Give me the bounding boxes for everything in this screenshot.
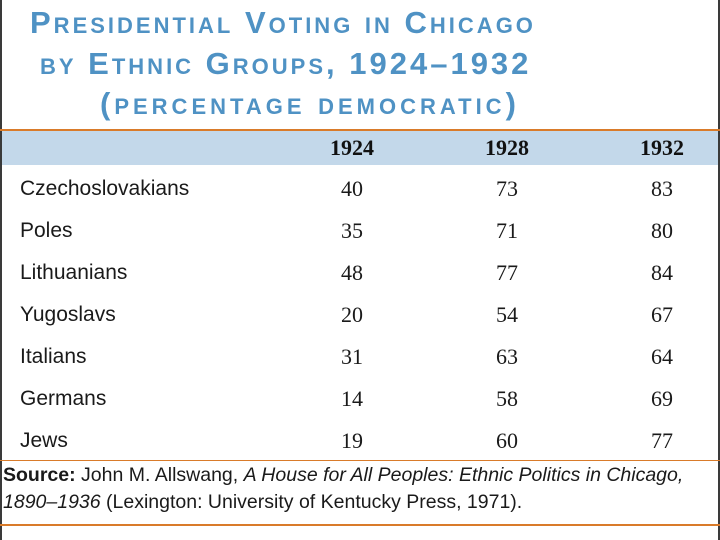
group-name: Italians — [20, 345, 87, 368]
value-1924: 31 — [341, 344, 363, 369]
end-rule — [0, 524, 720, 526]
table-row: Italians 31 63 64 — [0, 336, 720, 378]
source-author: John M. Allswang, — [75, 464, 244, 486]
value-1932: 77 — [651, 428, 673, 453]
table-header: 1924 1928 1932 — [2, 131, 718, 165]
table-row: Poles 35 71 80 — [0, 210, 720, 252]
group-name: Yugoslavs — [20, 303, 116, 326]
table-row: Germans 14 58 69 — [0, 378, 720, 420]
value-1924: 20 — [341, 302, 363, 327]
bottom-rule — [0, 460, 720, 461]
group-name: Lithuanians — [20, 261, 128, 284]
value-1932: 67 — [651, 302, 673, 327]
title-line-1: Presidential Voting in Chicago — [30, 5, 536, 40]
value-1924: 35 — [341, 218, 363, 243]
table-row: Czechoslovakians 40 73 83 — [0, 168, 720, 210]
value-1928: 71 — [496, 218, 518, 243]
value-1928: 60 — [496, 428, 518, 453]
value-1924: 40 — [341, 176, 363, 201]
value-1928: 77 — [496, 260, 518, 285]
value-1932: 64 — [651, 344, 673, 369]
source-citation: Source: John M. Allswang, A House for Al… — [3, 462, 717, 516]
value-1928: 54 — [496, 302, 518, 327]
group-name: Germans — [20, 387, 107, 410]
value-1932: 69 — [651, 386, 673, 411]
group-name: Jews — [20, 429, 68, 452]
value-1932: 80 — [651, 218, 673, 243]
source-book-title: A House for All Peoples: Ethnic Politics… — [3, 464, 684, 513]
table-row: Lithuanians 48 77 84 — [0, 252, 720, 294]
value-1932: 83 — [651, 176, 673, 201]
title-line-2: by Ethnic Groups, 1924–1932 — [40, 46, 532, 81]
group-name: Poles — [20, 219, 73, 242]
group-name: Czechoslovakians — [20, 177, 190, 200]
value-1928: 73 — [496, 176, 518, 201]
column-header-1928: 1928 — [485, 135, 529, 160]
title-line-3: (percentage democratic) — [100, 86, 520, 121]
value-1928: 63 — [496, 344, 518, 369]
value-1924: 48 — [341, 260, 363, 285]
value-1924: 14 — [341, 386, 363, 411]
value-1928: 58 — [496, 386, 518, 411]
column-header-1924: 1924 — [330, 135, 374, 160]
source-publisher: (Lexington: University of Kentucky Press… — [100, 491, 523, 513]
top-rule — [0, 129, 720, 131]
table-row: Jews 19 60 77 — [0, 420, 720, 462]
value-1932: 84 — [651, 260, 673, 285]
table-row: Yugoslavs 20 54 67 — [0, 294, 720, 336]
column-header-1932: 1932 — [640, 135, 684, 160]
source-label: Source: — [3, 464, 76, 486]
value-1924: 19 — [341, 428, 363, 453]
